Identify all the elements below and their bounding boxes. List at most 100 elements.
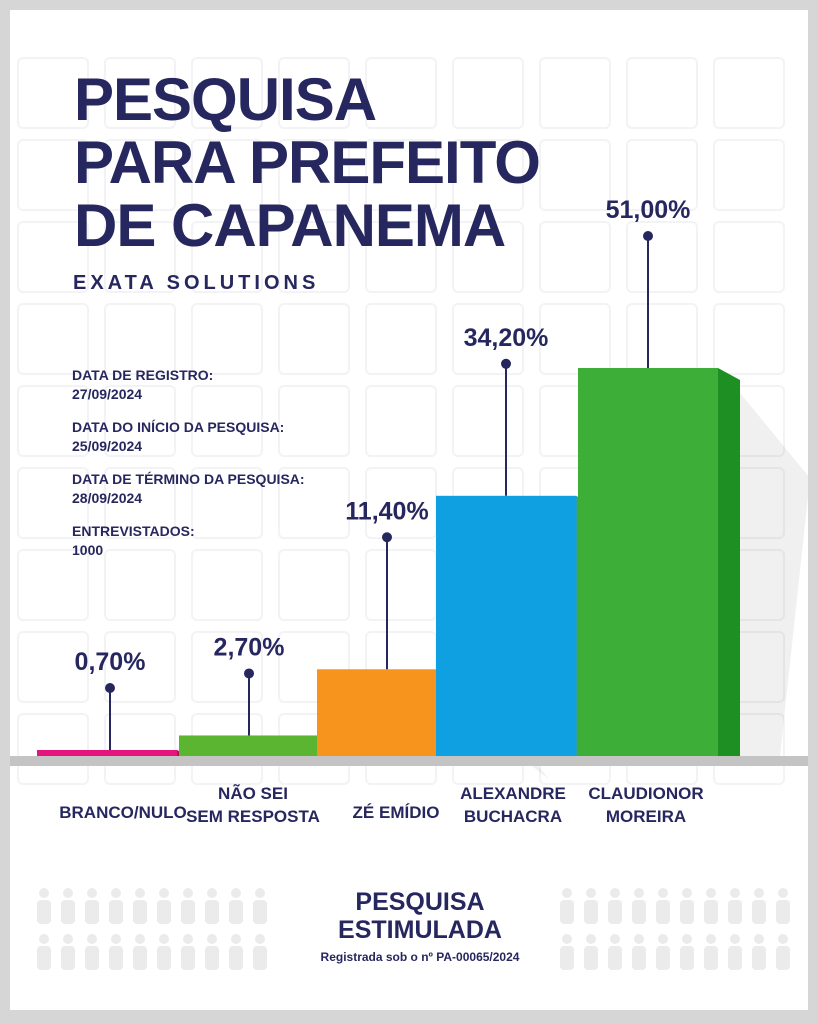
grid-cell bbox=[191, 467, 263, 539]
person-icon bbox=[207, 888, 217, 898]
person-icon bbox=[157, 900, 171, 924]
person-icon bbox=[253, 946, 267, 970]
info-row: DATA DO INÍCIO DA PESQUISA: 25/09/2024 bbox=[72, 418, 305, 456]
grid-cell bbox=[539, 57, 611, 129]
bar bbox=[179, 735, 319, 756]
grid-cell bbox=[104, 549, 176, 621]
data-label: 51,00% bbox=[606, 196, 691, 224]
person-icon bbox=[656, 946, 670, 970]
grid-cell bbox=[713, 139, 785, 211]
grid-cell bbox=[713, 57, 785, 129]
grid-cell bbox=[626, 139, 698, 211]
grid-cell bbox=[539, 303, 611, 375]
person-icon bbox=[205, 900, 219, 924]
person-icon bbox=[253, 900, 267, 924]
person-icon bbox=[159, 888, 169, 898]
grid-cell bbox=[17, 221, 89, 293]
category-label: ALEXANDRE bbox=[460, 784, 566, 803]
person-icon bbox=[255, 888, 265, 898]
person-icon bbox=[562, 888, 572, 898]
person-icon bbox=[231, 934, 241, 944]
person-icon bbox=[680, 946, 694, 970]
person-icon bbox=[584, 900, 598, 924]
person-icon bbox=[229, 946, 243, 970]
person-icon bbox=[181, 900, 195, 924]
person-icon bbox=[87, 934, 97, 944]
bar bbox=[37, 750, 177, 756]
people-icons-right bbox=[560, 888, 790, 970]
person-icon bbox=[584, 946, 598, 970]
grid-cell bbox=[278, 549, 350, 621]
person-icon bbox=[754, 934, 764, 944]
person-icon bbox=[135, 934, 145, 944]
person-icon bbox=[183, 934, 193, 944]
registration-number: Registrada sob o nº PA-00065/2024 bbox=[320, 950, 520, 964]
grid-cell bbox=[104, 139, 176, 211]
chart-baseline bbox=[10, 756, 808, 766]
grid-cell bbox=[104, 221, 176, 293]
bar-shadow bbox=[740, 393, 808, 756]
person-icon bbox=[255, 934, 265, 944]
data-label: 2,70% bbox=[214, 633, 285, 661]
person-icon bbox=[111, 888, 121, 898]
person-icon bbox=[159, 934, 169, 944]
person-icon bbox=[632, 946, 646, 970]
grid-cell bbox=[191, 221, 263, 293]
grid-cell bbox=[626, 221, 698, 293]
person-icon bbox=[778, 888, 788, 898]
grid-cell bbox=[17, 631, 89, 703]
grid-cell bbox=[539, 221, 611, 293]
grid-cell bbox=[452, 385, 524, 457]
grid-cell bbox=[17, 303, 89, 375]
person-icon bbox=[752, 946, 766, 970]
data-label: 11,40% bbox=[345, 497, 428, 525]
grid-cell bbox=[452, 221, 524, 293]
grid-cell bbox=[365, 303, 437, 375]
person-icon bbox=[562, 934, 572, 944]
info-label: DATA DO INÍCIO DA PESQUISA: bbox=[72, 419, 285, 435]
grid-cell bbox=[191, 303, 263, 375]
category-label: ZÉ EMÍDIO bbox=[353, 803, 440, 822]
category-label: CLAUDIONOR bbox=[588, 784, 703, 803]
grid-cell bbox=[713, 221, 785, 293]
grid-cell bbox=[17, 713, 89, 785]
category-label: BRANCO/NULO bbox=[59, 803, 187, 822]
person-icon bbox=[63, 888, 73, 898]
person-icon bbox=[39, 934, 49, 944]
people-icons-left bbox=[37, 888, 267, 970]
grid-cell bbox=[713, 303, 785, 375]
bar-side bbox=[718, 368, 740, 756]
grid-cell bbox=[17, 139, 89, 211]
grid-cell bbox=[452, 303, 524, 375]
grid-cell bbox=[278, 385, 350, 457]
info-label: DATA DE REGISTRO: bbox=[72, 367, 214, 383]
person-icon bbox=[610, 888, 620, 898]
person-icon bbox=[706, 934, 716, 944]
leader-dot bbox=[643, 231, 653, 241]
person-icon bbox=[682, 888, 692, 898]
grid-cell bbox=[365, 139, 437, 211]
grid-cell bbox=[17, 467, 89, 539]
person-icon bbox=[754, 888, 764, 898]
info-row: DATA DE REGISTRO: 27/09/2024 bbox=[72, 366, 305, 404]
person-icon bbox=[560, 900, 574, 924]
person-icon bbox=[728, 900, 742, 924]
person-icon bbox=[111, 934, 121, 944]
leader-dot bbox=[501, 358, 511, 369]
leader-dot bbox=[382, 532, 392, 543]
info-row: DATA DE TÉRMINO DA PESQUISA: 28/09/2024 bbox=[72, 470, 305, 508]
person-icon bbox=[85, 946, 99, 970]
category-label: NÃO SEI bbox=[218, 783, 288, 803]
grid-cell bbox=[278, 139, 350, 211]
person-icon bbox=[658, 888, 668, 898]
person-icon bbox=[634, 934, 644, 944]
info-value: 27/09/2024 bbox=[72, 386, 143, 402]
grid-cell bbox=[104, 467, 176, 539]
category-label: MOREIRA bbox=[606, 807, 686, 826]
person-icon bbox=[776, 900, 790, 924]
subtitle: EXATA SOLUTIONS bbox=[73, 272, 320, 294]
grid-cell bbox=[104, 385, 176, 457]
person-icon bbox=[85, 900, 99, 924]
person-icon bbox=[183, 888, 193, 898]
data-label: 0,70% bbox=[75, 648, 146, 676]
